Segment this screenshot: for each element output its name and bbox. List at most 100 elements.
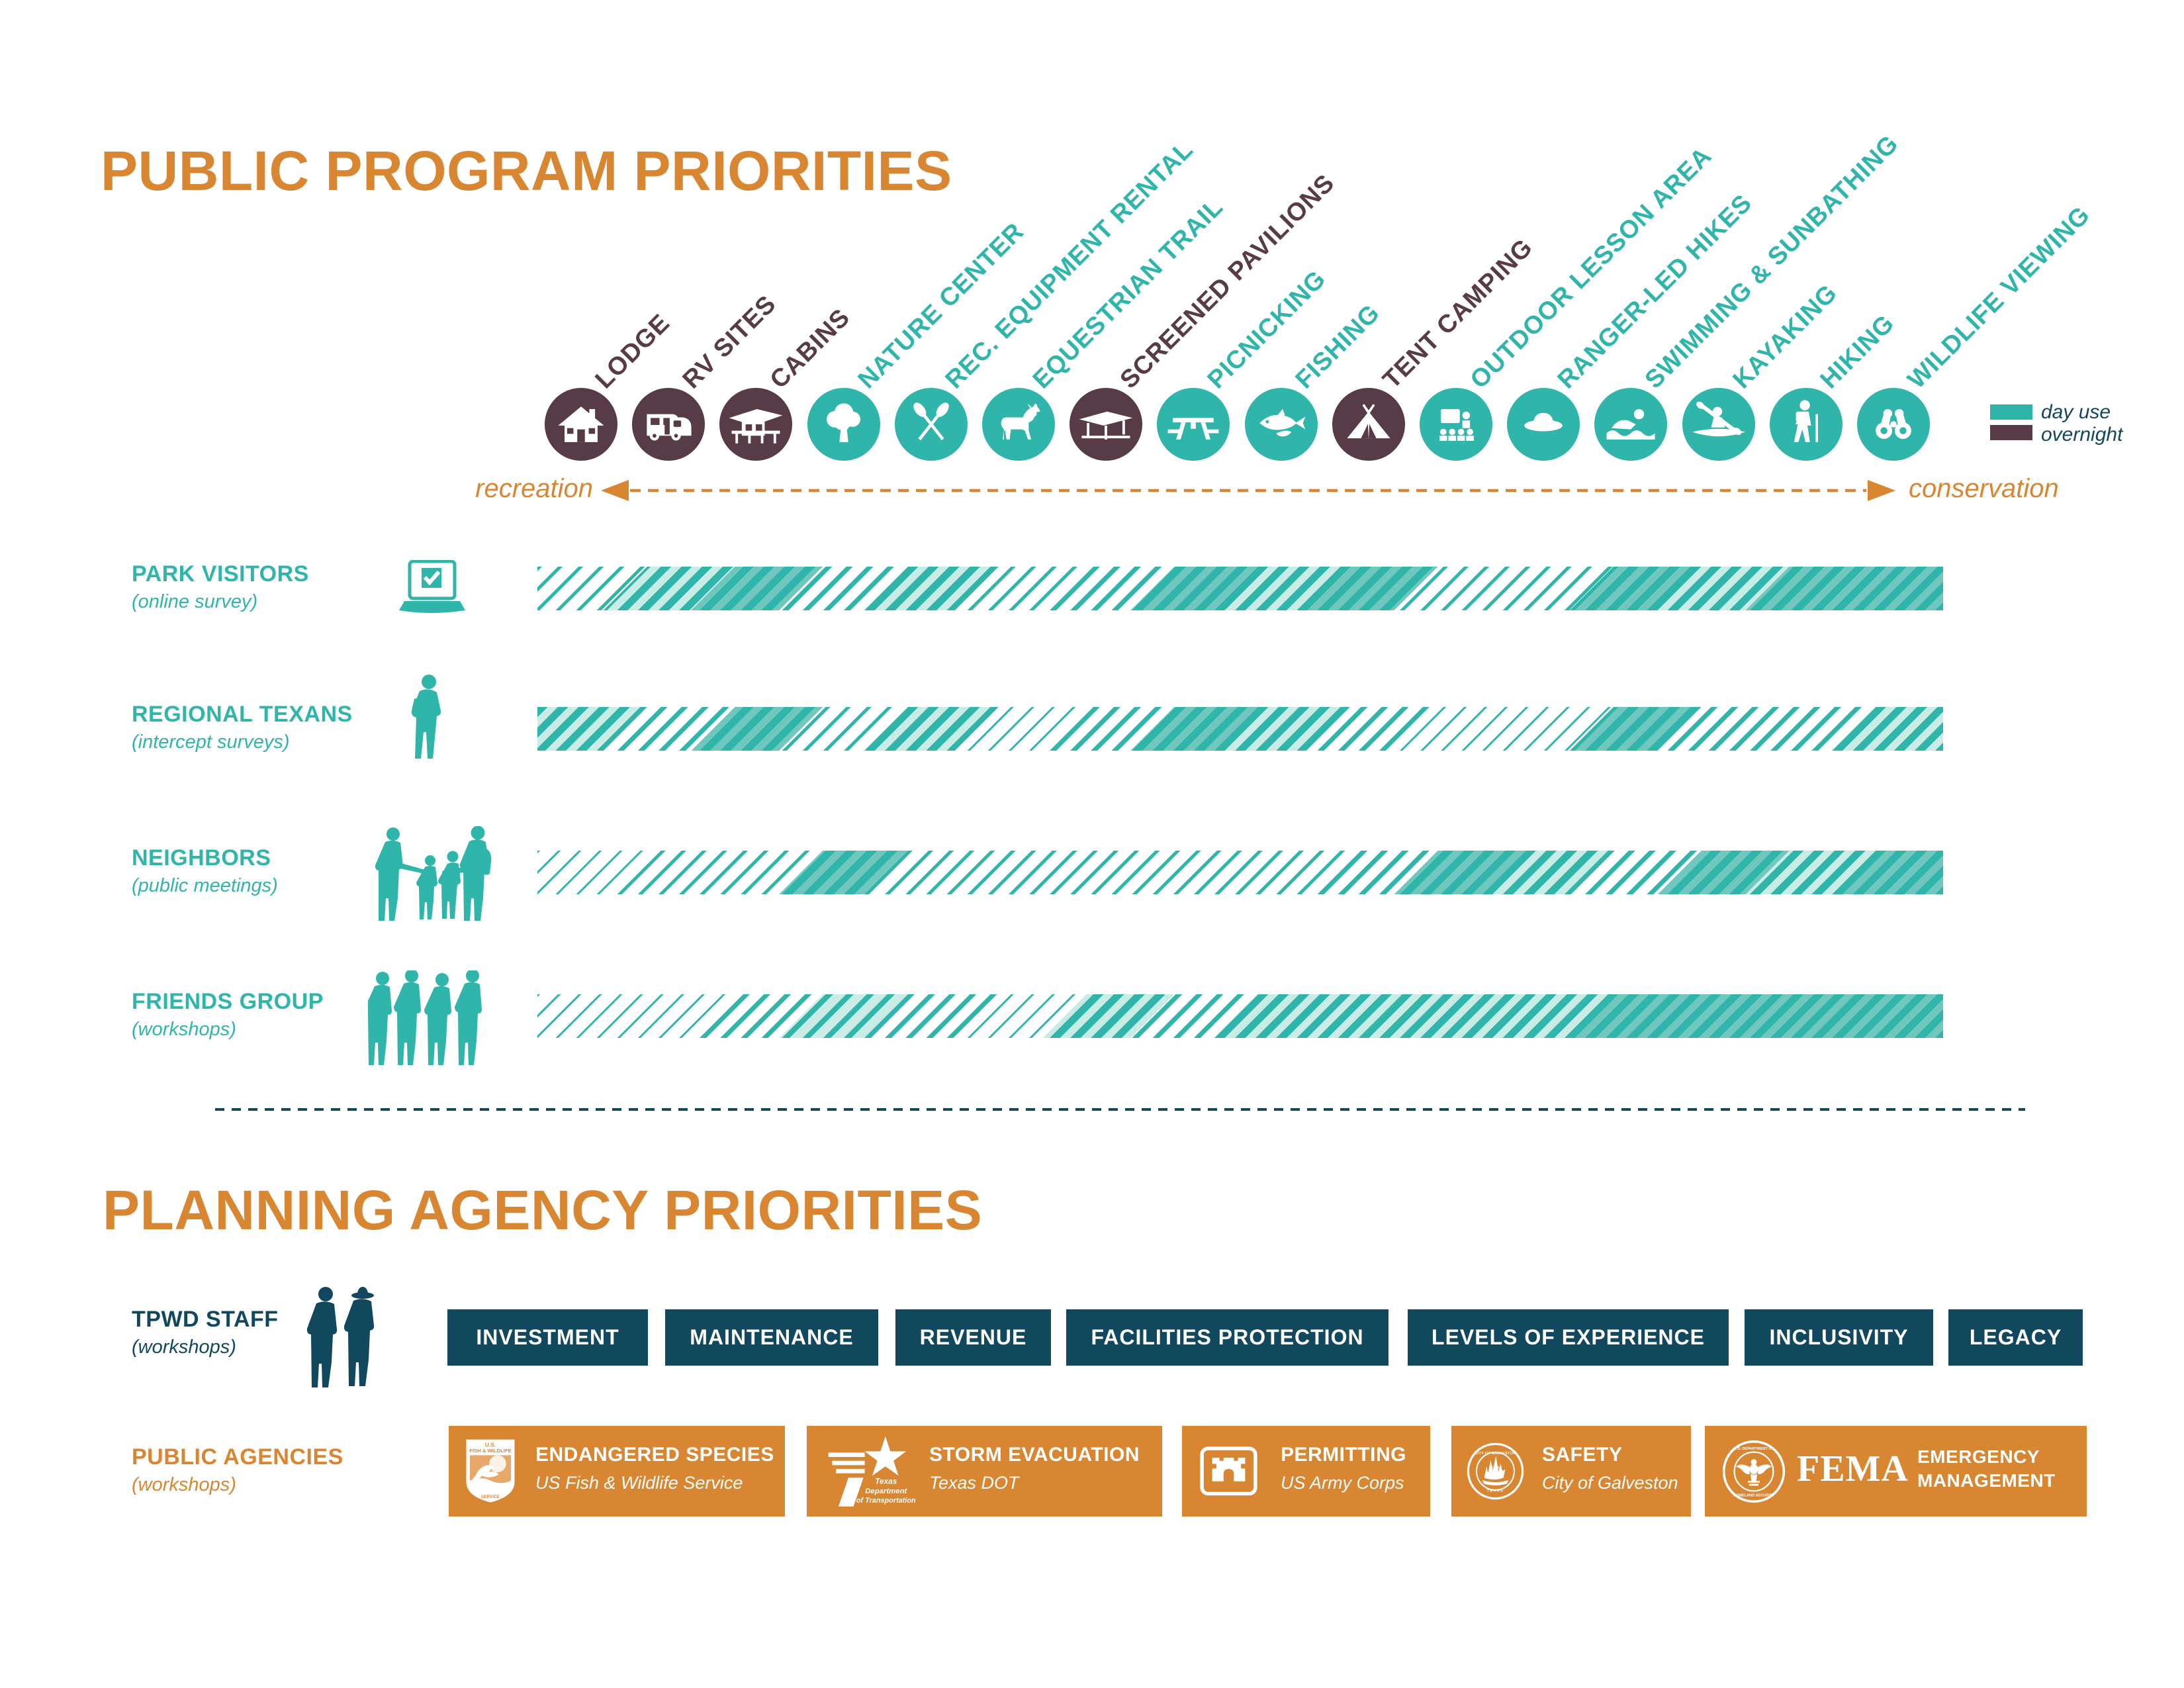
svg-text:SERVICE: SERVICE — [481, 1495, 500, 1500]
agency-subtitle: City of Galveston — [1542, 1472, 1678, 1493]
tpwd-label: TPWD STAFF — [132, 1307, 279, 1332]
group-icon — [368, 970, 482, 1065]
row-sublabel: (public meetings) — [132, 875, 278, 896]
row-label: FRIENDS GROUP — [132, 989, 324, 1014]
galveston-seal-icon: CITY OF GALVESTON TEXAS 1839 — [1467, 1442, 1524, 1500]
day-use-label: day use — [2041, 401, 2111, 423]
agency-box: U.S. FISH & WILDLIFE SERVICE ENDANGERED SPE… — [449, 1426, 785, 1517]
tpwd-topic-label: LEVELS OF EXPERIENCE — [1432, 1325, 1705, 1349]
agency-box: U.S. DEPARTMENT OF HOMELAND SECURITY FEMA E… — [1705, 1426, 2087, 1517]
agency-text-block: STORM EVACUATION Texas DOT — [929, 1444, 1140, 1493]
tpwd-topic-label: LEGACY — [1969, 1325, 2062, 1349]
txdot-logo-icon: Texas Department of Transportation — [828, 1436, 916, 1507]
family-icon — [375, 826, 492, 921]
lesson-icon — [1439, 408, 1474, 441]
axis-right-label: conservation — [1909, 474, 2059, 503]
svg-text:Department: Department — [865, 1487, 907, 1495]
lodge-icon — [558, 406, 604, 442]
swimmer-icon — [1606, 408, 1655, 440]
paddles-icon — [913, 402, 949, 441]
agencies-sublabel: (workshops) — [132, 1474, 236, 1495]
dhs-seal-icon: U.S. DEPARTMENT OF HOMELAND SECURITY — [1722, 1440, 1786, 1503]
svg-text:U.S.: U.S. — [485, 1442, 496, 1448]
priority-bar — [537, 994, 1943, 1038]
person-survey-icon — [411, 675, 441, 759]
fish-icon — [1259, 408, 1306, 437]
tpwd-topic-label: FACILITIES PROTECTION — [1091, 1325, 1364, 1349]
agency-text-block: SAFETY City of Galveston — [1542, 1444, 1678, 1493]
ranger-hat-icon — [1524, 412, 1563, 432]
svg-text:TEXAS: TEXAS — [1487, 1489, 1504, 1493]
svg-text:CITY OF GALVESTON: CITY OF GALVESTON — [1475, 1452, 1516, 1456]
priority-bar — [537, 707, 1943, 751]
svg-text:U.S. DEPARTMENT OF: U.S. DEPARTMENT OF — [1734, 1447, 1774, 1451]
row-label: PARK VISITORS — [132, 561, 309, 586]
row-label-block: FRIENDS GROUP (workshops) — [132, 989, 324, 1041]
row-sublabel: (intercept surveys) — [132, 731, 290, 753]
page-title: PUBLIC PROGRAM PRIORITIES — [101, 140, 952, 202]
priority-bar — [537, 851, 1943, 894]
row-sublabel: (online survey) — [132, 591, 258, 612]
tpwd-topic-label: REVENUE — [919, 1325, 1027, 1349]
svg-text:Texas: Texas — [875, 1476, 897, 1485]
agency-subtitle: US Fish & Wildlife Service — [535, 1472, 743, 1493]
tpwd-topic-label: INVESTMENT — [476, 1325, 619, 1349]
tree-icon — [826, 403, 860, 442]
agencies-label: PUBLIC AGENCIES — [132, 1444, 343, 1470]
tpwd-topic-box: FACILITIES PROTECTION — [1066, 1309, 1388, 1366]
agency-fema-word: FEMA — [1797, 1448, 1909, 1489]
agency-subtitle: US Army Corps — [1281, 1472, 1404, 1493]
axis-arrow — [601, 480, 1895, 501]
tpwd-topic-box: LEGACY — [1948, 1309, 2083, 1366]
laptop-survey-icon — [399, 560, 465, 613]
agency-box: PERMITTING US Army Corps — [1182, 1426, 1430, 1517]
day-use-swatch — [1990, 404, 2032, 420]
tpwd-topic-box: LEVELS OF EXPERIENCE — [1408, 1309, 1729, 1366]
agency-subtitle: Texas DOT — [929, 1472, 1019, 1493]
horse-icon — [1001, 403, 1040, 440]
agency-text-block: PERMITTING US Army Corps — [1281, 1444, 1406, 1493]
pavilion-icon — [1079, 411, 1133, 440]
overnight-swatch — [1990, 425, 2032, 440]
agency-title: PERMITTING — [1281, 1443, 1406, 1466]
agency-box: CITY OF GALVESTON TEXAS 1839 SAFETY City of … — [1451, 1426, 1691, 1517]
row-label-block: NEIGHBORS (public meetings) — [132, 845, 278, 897]
agency-title: ENDANGERED SPECIES — [535, 1443, 774, 1466]
binoculars-icon — [1876, 408, 1911, 440]
agencies-label-block: PUBLIC AGENCIES (workshops) — [132, 1444, 343, 1496]
program-lesson-icon — [1420, 388, 1492, 461]
kayak-icon — [1692, 401, 1745, 437]
agency-text-block: ENDANGERED SPECIES US Fish & Wildlife Ser… — [535, 1444, 774, 1493]
svg-text:of Transportation: of Transportation — [856, 1497, 916, 1505]
section2-title: PLANNING AGENCY PRIORITIES — [103, 1179, 983, 1241]
tpwd-label-block: TPWD STAFF (workshops) — [132, 1307, 279, 1358]
usfws-logo-icon: U.S.FISH & WILDLIFE SERVICE — [466, 1440, 515, 1503]
agency-box: Texas Department of Transportation STORM EV… — [807, 1426, 1162, 1517]
row-label-block: REGIONAL TEXANS (intercept surveys) — [132, 702, 353, 753]
row-label: REGIONAL TEXANS — [132, 702, 353, 727]
tpwd-topic-label: MAINTENANCE — [690, 1325, 854, 1349]
tpwd-topic-label: INCLUSIVITY — [1769, 1325, 1909, 1349]
row-label-block: PARK VISITORS (online survey) — [132, 561, 309, 613]
tent-icon — [1347, 404, 1390, 440]
row-label: NEIGHBORS — [132, 845, 271, 870]
row-sublabel: (workshops) — [132, 1019, 236, 1040]
priority-bar — [537, 567, 1943, 610]
tpwd-topic-box: REVENUE — [895, 1309, 1051, 1366]
tpwd-topic-box: INVESTMENT — [447, 1309, 648, 1366]
tpwd-topic-box: INCLUSIVITY — [1745, 1309, 1933, 1366]
tpwd-topic-box: MAINTENANCE — [665, 1309, 878, 1366]
svg-text:FISH & WILDLIFE: FISH & WILDLIFE — [469, 1448, 511, 1454]
agency-title: STORM EVACUATION — [929, 1443, 1140, 1466]
agency-fema-sub: EMERGENCY MANAGEMENT — [1917, 1446, 2056, 1491]
axis-left-label: recreation — [475, 474, 593, 503]
agency-title: SAFETY — [1542, 1443, 1623, 1466]
usace-logo-icon — [1200, 1446, 1257, 1496]
svg-text:HOMELAND SECURITY: HOMELAND SECURITY — [1733, 1493, 1774, 1497]
svg-text:1839: 1839 — [1491, 1466, 1499, 1470]
hiker-icon — [1794, 400, 1818, 442]
overnight-label: overnight — [2041, 424, 2123, 445]
tpwd-sublabel: (workshops) — [132, 1336, 236, 1358]
rv-icon — [647, 414, 692, 441]
